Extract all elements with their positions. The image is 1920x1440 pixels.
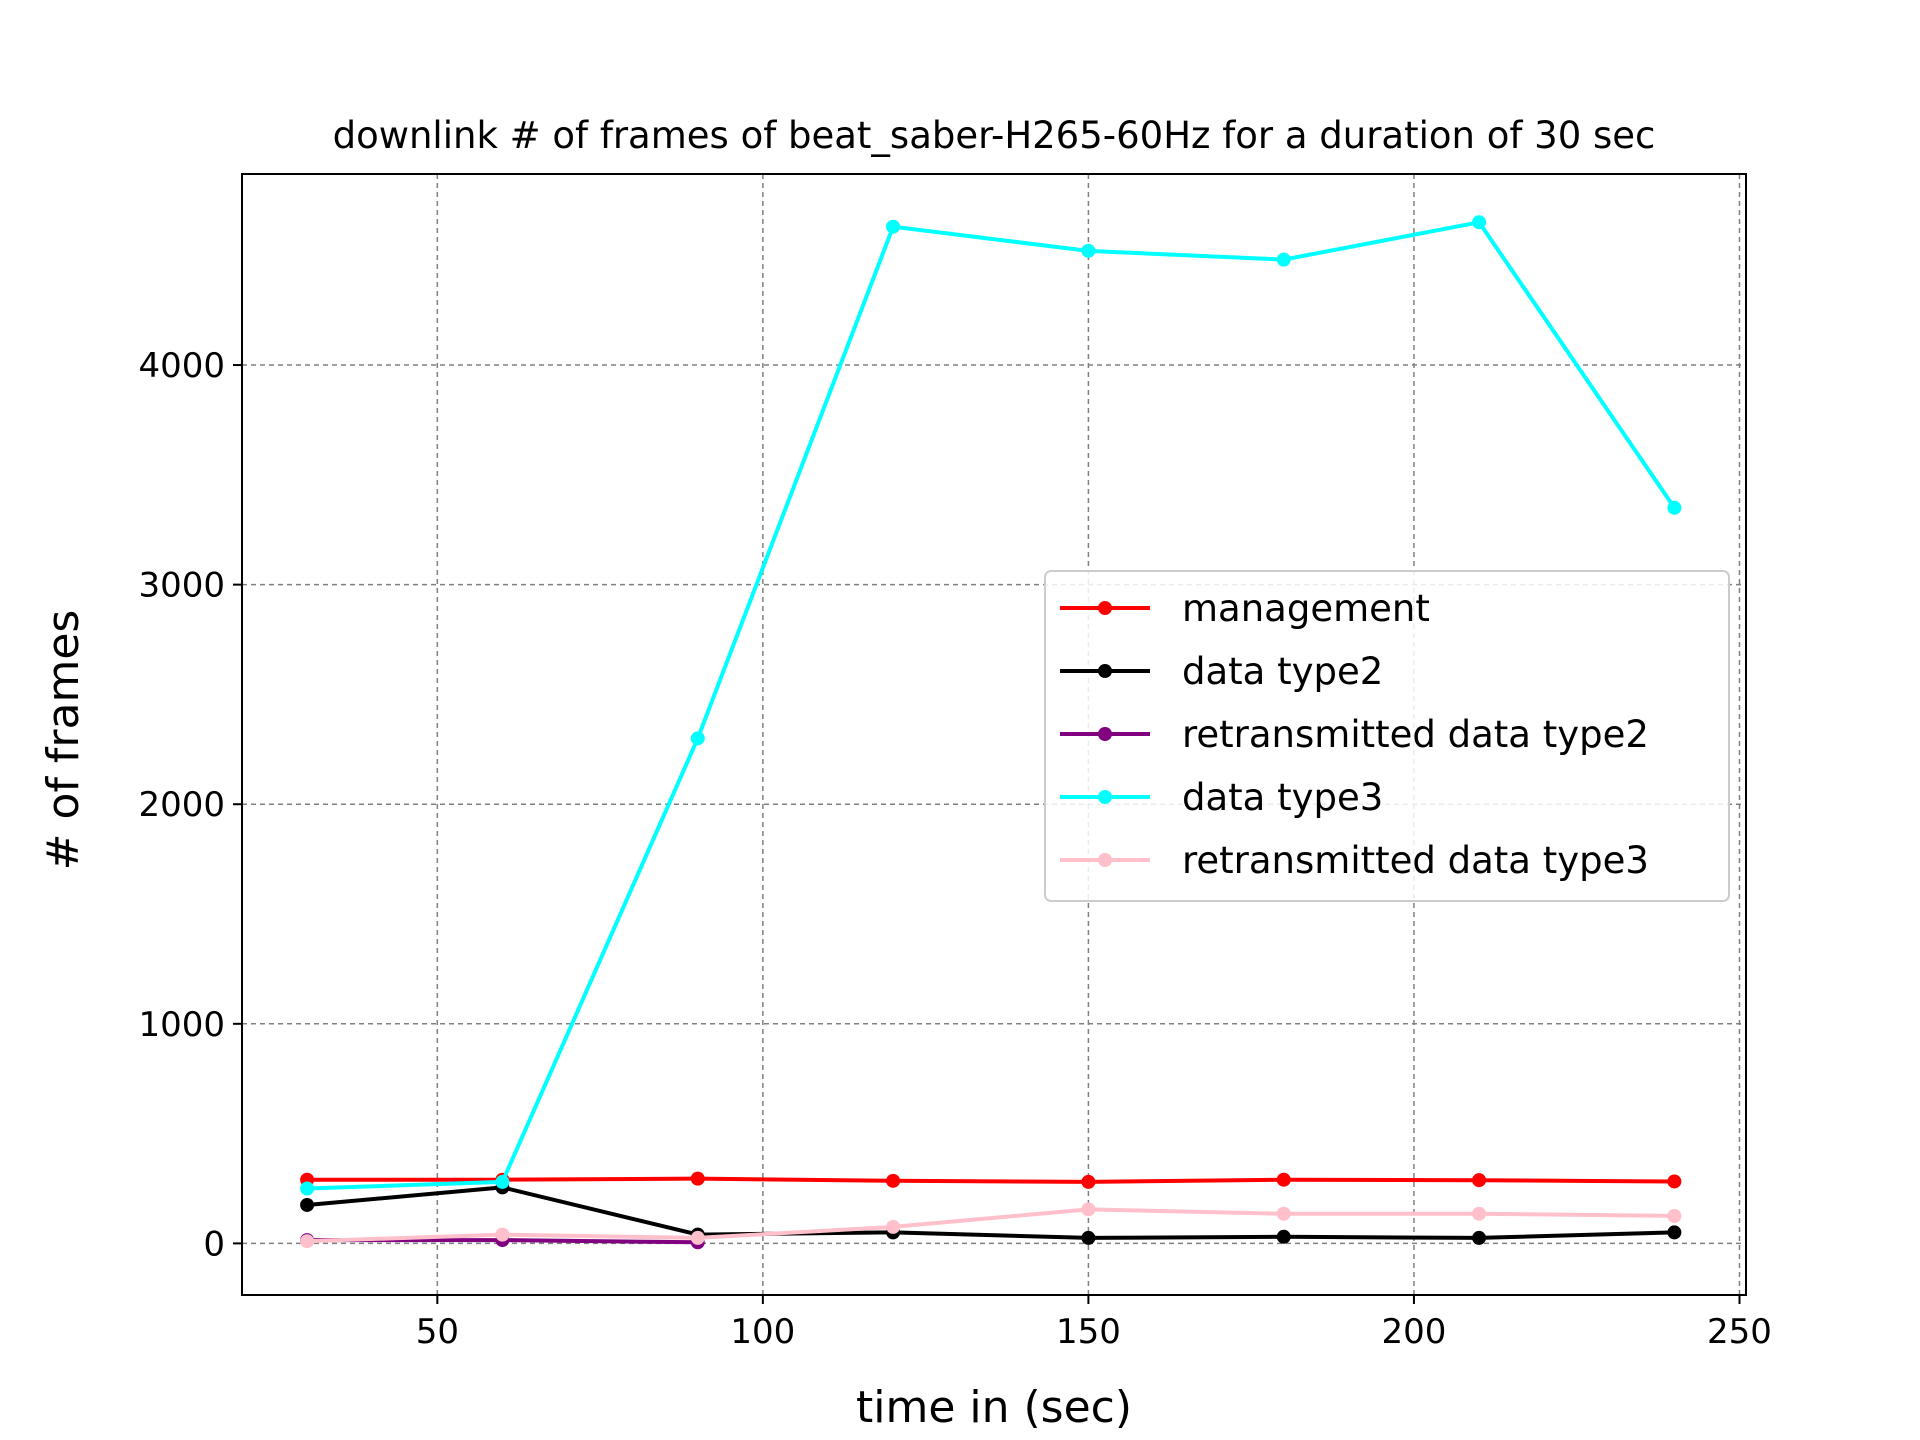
series-data-type2: [300, 1180, 1682, 1245]
x-tick-label: 100: [730, 1312, 795, 1352]
legend-swatch-marker: [1098, 853, 1112, 867]
legend-label: data type3: [1182, 776, 1383, 819]
y-tick-label: 1000: [138, 1005, 225, 1045]
legend-item: data type2: [1060, 650, 1383, 693]
series-data-type3: [300, 215, 1682, 1196]
legend-label: data type2: [1182, 650, 1383, 693]
data-point: [300, 1197, 315, 1212]
x-tick-label: 150: [1056, 1312, 1121, 1352]
data-point: [690, 1171, 705, 1186]
data-point: [886, 1219, 901, 1234]
legend: management data type2 retransmitted data t…: [1044, 570, 1730, 902]
data-point: [1081, 1230, 1096, 1245]
data-point: [495, 1227, 510, 1242]
series-line: [307, 220, 1677, 1191]
data-point: [690, 731, 705, 746]
data-point: [1276, 1206, 1291, 1221]
data-point: [886, 1173, 901, 1188]
data-point: [1472, 1206, 1487, 1221]
x-tick-label: 200: [1381, 1312, 1446, 1352]
legend-item: retransmitted data type2: [1060, 713, 1649, 756]
series-line: [307, 1207, 1675, 1244]
data-point: [886, 219, 901, 234]
series-retransmitted-data-type3: [300, 1202, 1682, 1249]
x-tick-label: 250: [1707, 1312, 1772, 1352]
data-point: [1081, 243, 1096, 258]
x-axis-label: time in (sec): [856, 1382, 1132, 1433]
data-point: [1276, 252, 1291, 267]
series-layer: [300, 215, 1682, 1250]
plot-frame: [241, 173, 1747, 1296]
data-point: [690, 1230, 705, 1245]
data-point: [300, 1181, 315, 1196]
legend-label: management: [1182, 587, 1430, 630]
y-axis-label: # of frames: [38, 610, 89, 871]
data-point: [1667, 1208, 1682, 1223]
axis-ticks: 50 100 150 200 250 0 1000 2000 3000 4000: [138, 346, 1771, 1352]
legend-item: data type3: [1060, 776, 1383, 819]
legend-item: management: [1060, 587, 1430, 630]
data-point: [1081, 1174, 1096, 1189]
series-line: [307, 1176, 1675, 1184]
y-tick-label: 4000: [138, 346, 225, 386]
y-tick-label: 2000: [138, 785, 225, 825]
y-tick-label: 3000: [138, 566, 225, 606]
legend-swatch-marker: [1098, 664, 1112, 678]
data-point: [300, 1234, 315, 1249]
legend-item: retransmitted data type3: [1060, 839, 1649, 882]
data-point: [1667, 500, 1682, 515]
series-line: [306, 1185, 1675, 1240]
legend-swatch-marker: [1098, 601, 1112, 615]
chart-title: downlink # of frames of beat_saber-H265-…: [333, 114, 1656, 157]
data-point: [1667, 1174, 1682, 1189]
data-point: [1081, 1202, 1096, 1217]
data-point: [1472, 215, 1487, 230]
data-point: [495, 1174, 510, 1189]
data-point: [1472, 1173, 1487, 1188]
x-tick-label: 50: [416, 1312, 459, 1352]
legend-label: retransmitted data type3: [1182, 839, 1649, 882]
legend-label: retransmitted data type2: [1182, 713, 1649, 756]
data-point: [1667, 1225, 1682, 1240]
legend-box: [1044, 570, 1730, 902]
y-tick-label: 0: [203, 1224, 225, 1264]
data-point: [1472, 1230, 1487, 1245]
data-point: [1276, 1229, 1291, 1244]
legend-swatch-marker: [1098, 790, 1112, 804]
legend-swatch-marker: [1098, 727, 1112, 741]
data-point: [1276, 1172, 1291, 1187]
